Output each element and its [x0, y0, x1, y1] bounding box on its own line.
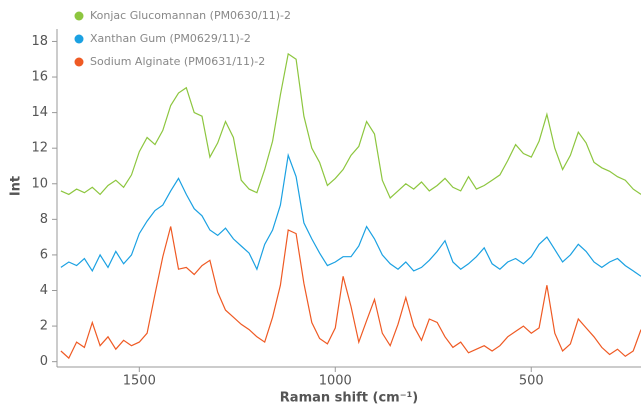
legend-marker [74, 34, 84, 44]
spectrum-line [60, 52, 641, 200]
x-tick-label: 1500 [123, 374, 156, 389]
x-tick-label: 1000 [319, 374, 352, 389]
y-axis-title: Int [9, 176, 24, 196]
y-tick-label: 14 [31, 105, 48, 120]
y-tick-label: 10 [31, 176, 48, 191]
y-tick-label: 18 [31, 34, 48, 49]
y-tick-label: 4 [40, 283, 48, 298]
y-tick-label: 8 [40, 212, 48, 227]
legend-label: Xanthan Gum (PM0629/11)-2 [90, 32, 251, 45]
y-tick-label: 2 [40, 319, 48, 334]
y-tick-label: 16 [31, 70, 48, 85]
legend-marker [74, 11, 84, 21]
spectrum-line [60, 152, 641, 277]
x-tick-label: 500 [519, 374, 544, 389]
legend-label: Sodium Alginate (PM0631/11)-2 [90, 55, 265, 68]
legend-marker [74, 57, 84, 67]
x-axis-title: Raman shift (cm⁻¹) [280, 391, 418, 406]
y-tick-label: 12 [31, 141, 48, 156]
legend-label: Konjac Glucomannan (PM0630/11)-2 [90, 9, 291, 22]
spectrum-line [60, 226, 641, 360]
y-tick-label: 0 [40, 354, 48, 369]
y-tick-label: 6 [40, 247, 48, 262]
